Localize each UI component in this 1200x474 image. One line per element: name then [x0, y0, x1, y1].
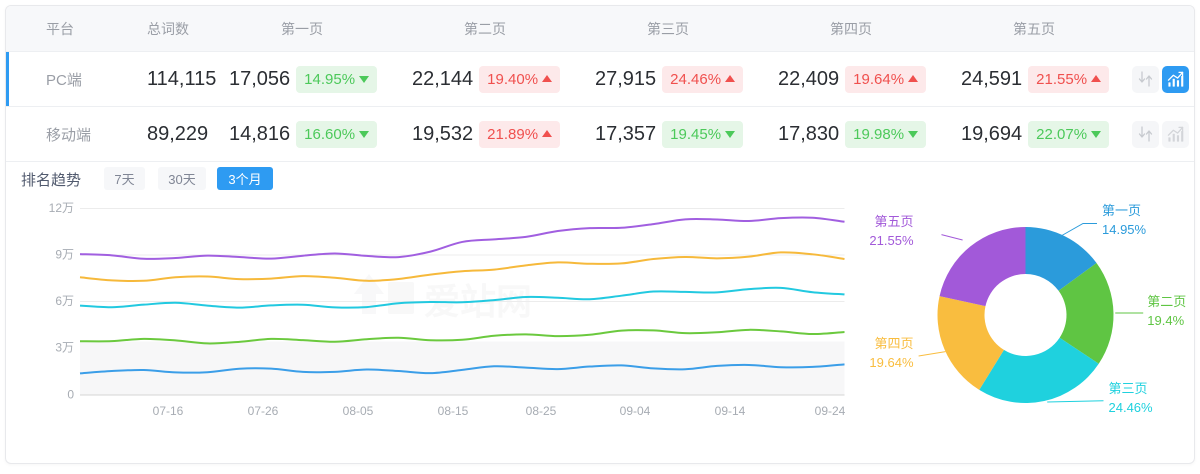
svg-text:9万: 9万 [55, 248, 74, 262]
svg-text:08-05: 08-05 [343, 404, 374, 418]
svg-text:08-25: 08-25 [526, 404, 557, 418]
svg-text:09-14: 09-14 [715, 404, 746, 418]
svg-text:3万: 3万 [55, 341, 74, 355]
svg-text:07-16: 07-16 [153, 404, 184, 418]
svg-text:12万: 12万 [49, 201, 74, 215]
svg-text:07-26: 07-26 [248, 404, 279, 418]
svg-text:0: 0 [67, 388, 74, 402]
svg-text:09-24: 09-24 [815, 404, 846, 418]
svg-text:08-15: 08-15 [438, 404, 469, 418]
svg-text:09-04: 09-04 [620, 404, 651, 418]
svg-text:6万: 6万 [55, 294, 74, 308]
